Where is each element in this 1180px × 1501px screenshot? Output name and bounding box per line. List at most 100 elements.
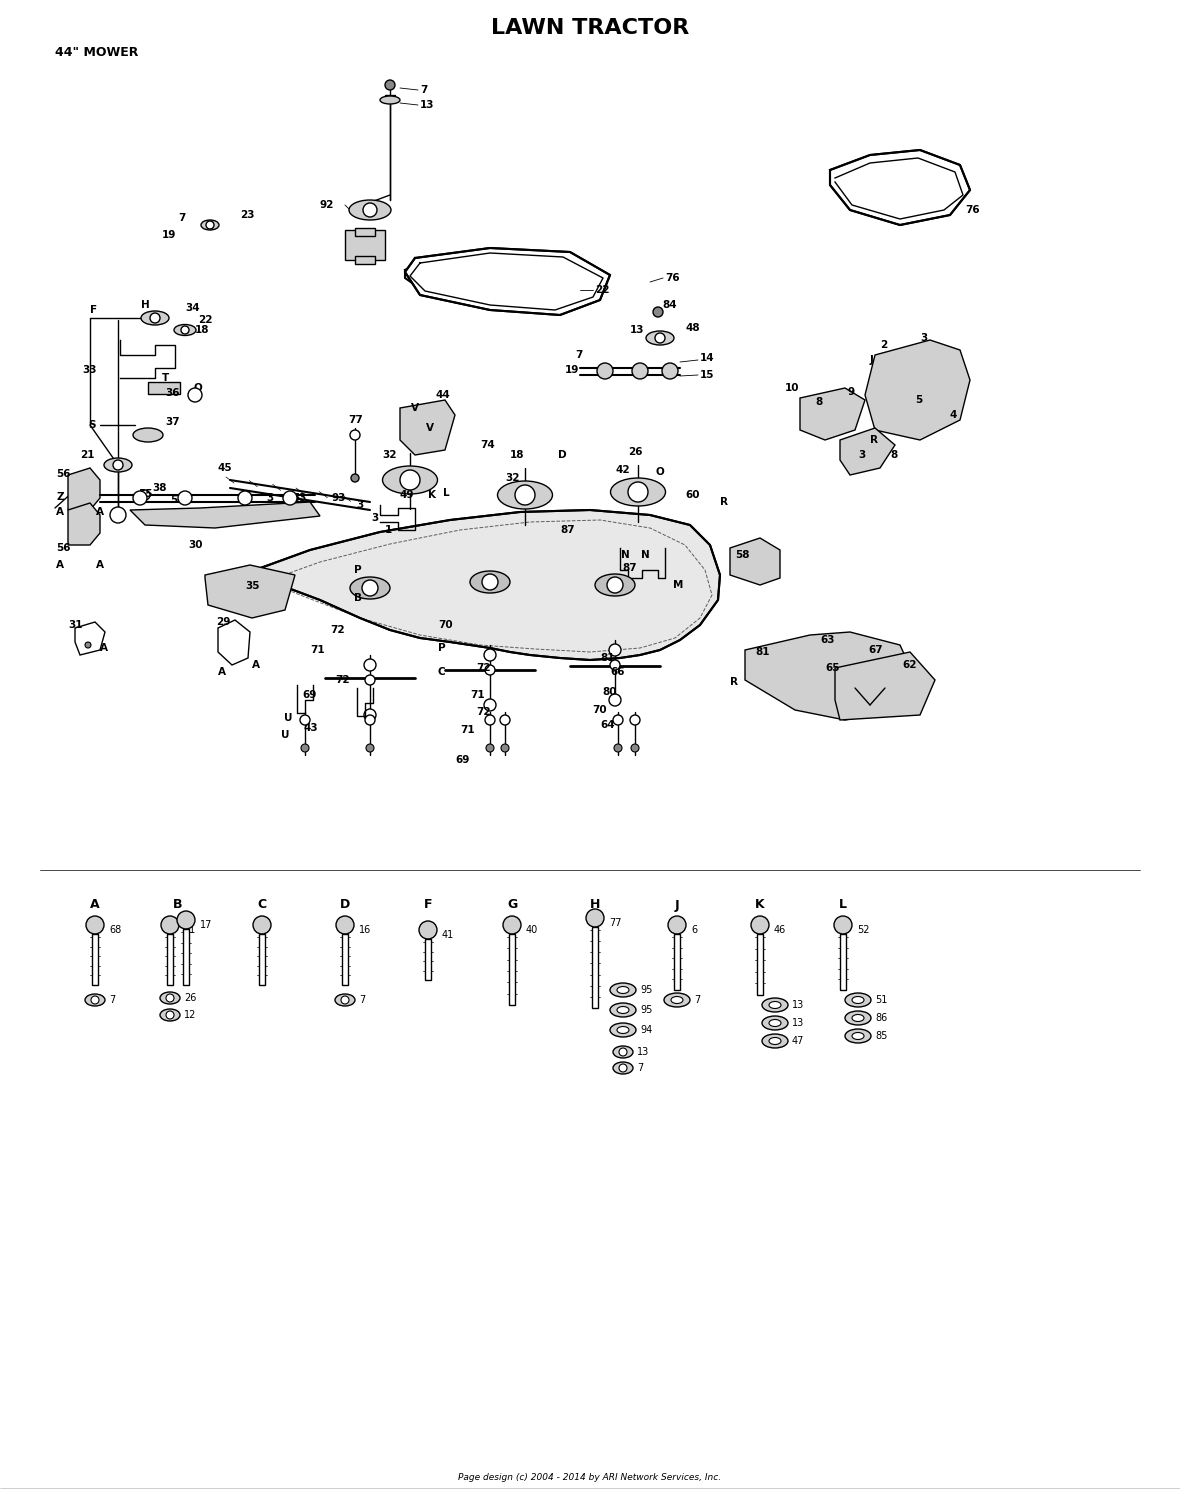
Text: 52: 52 (857, 925, 870, 935)
Text: 18: 18 (195, 326, 210, 335)
Circle shape (85, 642, 91, 648)
Polygon shape (76, 621, 105, 654)
Text: 19: 19 (162, 230, 176, 240)
Text: M: M (673, 579, 683, 590)
Text: 26: 26 (628, 447, 642, 456)
Text: 36: 36 (165, 387, 179, 398)
Text: C: C (438, 666, 446, 677)
Polygon shape (830, 150, 970, 225)
Text: 32: 32 (505, 473, 519, 483)
Text: H: H (590, 899, 601, 911)
Circle shape (655, 333, 666, 344)
Text: 13: 13 (792, 1018, 805, 1028)
Text: 7: 7 (178, 213, 185, 224)
Text: 34: 34 (185, 303, 199, 314)
Circle shape (500, 714, 510, 725)
Text: A: A (100, 642, 109, 653)
Circle shape (485, 714, 494, 725)
Polygon shape (405, 248, 610, 315)
Bar (92, 934, 98, 985)
Circle shape (750, 916, 769, 934)
Text: 74: 74 (480, 440, 494, 450)
Text: 37: 37 (165, 417, 179, 426)
Text: B: B (173, 899, 183, 911)
Circle shape (238, 491, 253, 504)
Ellipse shape (380, 96, 400, 104)
Text: 81: 81 (599, 653, 615, 663)
Circle shape (188, 387, 202, 402)
Ellipse shape (845, 1030, 871, 1043)
Text: 94: 94 (640, 1025, 653, 1036)
Text: 80: 80 (602, 687, 616, 696)
Ellipse shape (664, 994, 690, 1007)
Text: 23: 23 (240, 210, 255, 221)
Text: 7: 7 (694, 995, 700, 1006)
Text: 3: 3 (356, 500, 363, 510)
Bar (168, 934, 173, 985)
Text: 47: 47 (792, 1036, 805, 1046)
Bar (345, 230, 385, 260)
Text: 16: 16 (359, 925, 372, 935)
Text: 7: 7 (575, 350, 583, 360)
Text: G: G (113, 513, 123, 522)
Circle shape (834, 916, 852, 934)
Polygon shape (800, 387, 865, 440)
Text: H: H (140, 300, 150, 311)
Ellipse shape (335, 994, 355, 1006)
Text: 8: 8 (890, 450, 897, 459)
Text: V: V (426, 423, 434, 432)
Ellipse shape (845, 994, 871, 1007)
Text: B: B (354, 593, 362, 603)
Ellipse shape (470, 570, 510, 593)
Text: 2: 2 (880, 341, 887, 350)
Ellipse shape (140, 311, 169, 326)
Text: P: P (438, 642, 446, 653)
Text: 7: 7 (420, 86, 427, 95)
Text: 31: 31 (68, 620, 83, 630)
Text: 72: 72 (476, 663, 491, 672)
Ellipse shape (610, 1024, 636, 1037)
Text: D: D (340, 899, 350, 911)
Text: 87: 87 (622, 563, 637, 573)
Ellipse shape (612, 1063, 632, 1075)
Polygon shape (68, 503, 100, 545)
Text: 63: 63 (820, 635, 834, 645)
Text: 56: 56 (55, 468, 71, 479)
Circle shape (110, 507, 126, 522)
Bar (758, 934, 763, 995)
Circle shape (630, 714, 640, 725)
Circle shape (614, 744, 622, 752)
Circle shape (586, 910, 604, 928)
Circle shape (341, 997, 349, 1004)
Text: 22: 22 (198, 315, 212, 326)
Ellipse shape (769, 1019, 781, 1027)
Ellipse shape (85, 994, 105, 1006)
Text: 18: 18 (510, 450, 524, 459)
Text: 38: 38 (152, 483, 166, 492)
Text: 13: 13 (792, 1000, 805, 1010)
Circle shape (662, 363, 678, 378)
Circle shape (514, 485, 535, 504)
Ellipse shape (610, 1003, 636, 1018)
Ellipse shape (160, 992, 181, 1004)
Text: 54: 54 (170, 495, 184, 504)
Text: 71: 71 (460, 725, 474, 735)
Circle shape (632, 363, 648, 378)
Text: 3: 3 (858, 450, 865, 459)
Text: 15: 15 (700, 371, 715, 380)
Ellipse shape (769, 1001, 781, 1009)
Bar (355, 257, 375, 264)
Ellipse shape (160, 1009, 181, 1021)
Circle shape (301, 744, 309, 752)
Text: N: N (641, 549, 649, 560)
Circle shape (363, 659, 376, 671)
Ellipse shape (645, 332, 674, 345)
Text: 9: 9 (848, 387, 856, 396)
Ellipse shape (133, 428, 163, 441)
Circle shape (300, 714, 310, 725)
Polygon shape (68, 468, 100, 510)
Circle shape (597, 363, 612, 378)
Circle shape (86, 916, 104, 934)
Text: 3: 3 (267, 492, 274, 503)
Text: R: R (870, 435, 878, 444)
